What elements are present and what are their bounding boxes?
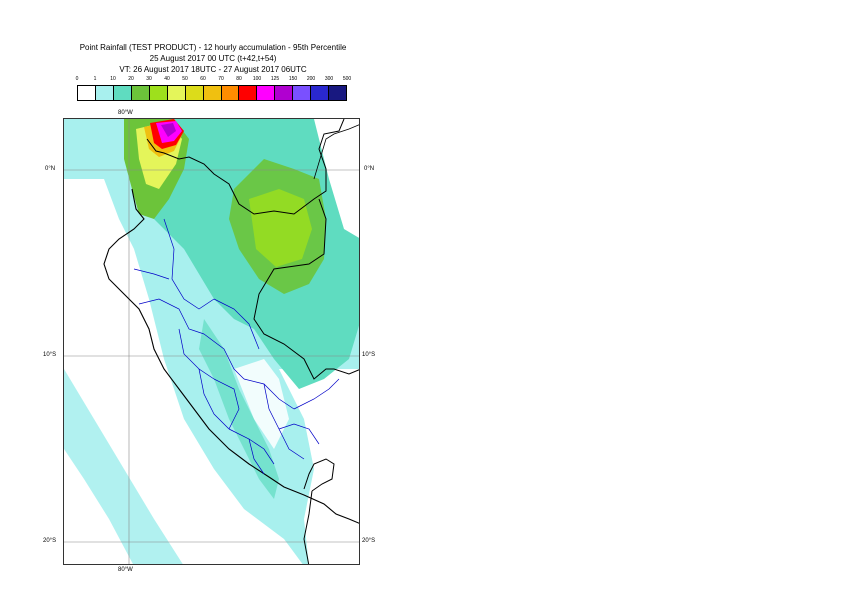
legend-swatch (166, 86, 185, 100)
legend-tick-label: 20 (128, 76, 134, 82)
dry-ocean-strip (64, 449, 133, 564)
legend-color-bar (77, 85, 347, 101)
border-peru-brazil (253, 198, 359, 380)
legend-swatch (112, 86, 131, 100)
dry-north-patch (314, 119, 359, 239)
legend-swatch (184, 86, 203, 100)
legend-swatch (238, 86, 257, 100)
legend-swatch (256, 86, 275, 100)
legend-tick-label: 100 (252, 76, 262, 82)
legend-tick-label: 300 (324, 76, 334, 82)
border-peru-bolivia (303, 490, 313, 564)
legend-swatch (274, 86, 293, 100)
lat-label-right-10s: 10°S (362, 352, 376, 358)
legend-swatch (292, 86, 311, 100)
legend-tick-label: 50 (182, 76, 188, 82)
rain-north-purple (161, 123, 176, 137)
rain-lightgreen-area (249, 189, 312, 267)
lon-label-top: 80°W (118, 110, 133, 116)
lat-label-right-0: 0°N (364, 166, 375, 172)
legend-tick-labels: 0 1 10 20 30 40 50 60 70 80 100 125 150 200 300 500 (75, 76, 352, 85)
legend-tick-label: 40 (164, 76, 170, 82)
lat-label-right-20s: 20°S (362, 538, 376, 544)
color-legend: 0 1 10 20 30 40 50 60 70 80 100 125 150 200 300 500 (75, 76, 352, 102)
lat-label-left-10s: 10°S (43, 352, 57, 358)
lon-label-bottom: 80°W (118, 567, 133, 573)
title-line-2: 25 August 2017 00 UTC (t+42,t+54) (149, 54, 277, 63)
rainfall-map (63, 118, 360, 565)
coastline-peru (103, 188, 359, 524)
legend-swatch (78, 86, 95, 100)
legend-tick-label: 200 (306, 76, 316, 82)
map-svg (64, 119, 359, 564)
legend-swatch (328, 86, 347, 100)
legend-tick-label: 70 (218, 76, 224, 82)
legend-tick-label: 60 (200, 76, 206, 82)
legend-tick-label: 0 (75, 76, 79, 82)
border-colombia-ecuador (146, 119, 345, 215)
legend-swatch (94, 86, 113, 100)
legend-tick-label: 500 (342, 76, 352, 82)
dry-land-patch (234, 359, 289, 449)
legend-tick-label: 80 (236, 76, 242, 82)
legend-swatch (148, 86, 167, 100)
regional-borders (133, 218, 340, 475)
legend-tick-label: 10 (110, 76, 116, 82)
title-line-3: VT: 26 August 2017 18UTC - 27 August 201… (119, 65, 307, 74)
legend-tick-label: 30 (146, 76, 152, 82)
title-line-1: Point Rainfall (TEST PRODUCT) - 12 hourl… (79, 43, 347, 52)
lat-label-left-20s: 20°S (43, 538, 57, 544)
lake-titicaca (303, 458, 335, 492)
border-north (313, 124, 359, 180)
dry-ocean-area (64, 179, 303, 564)
chart-title: Point Rainfall (TEST PRODUCT) - 12 hourl… (0, 42, 426, 75)
lat-label-left-0: 0°N (45, 166, 56, 172)
legend-swatch (202, 86, 221, 100)
legend-tick-label: 125 (270, 76, 280, 82)
legend-tick-label: 1 (93, 76, 97, 82)
legend-swatch (130, 86, 149, 100)
legend-tick-label: 150 (288, 76, 298, 82)
legend-swatch (310, 86, 329, 100)
legend-swatch (220, 86, 239, 100)
